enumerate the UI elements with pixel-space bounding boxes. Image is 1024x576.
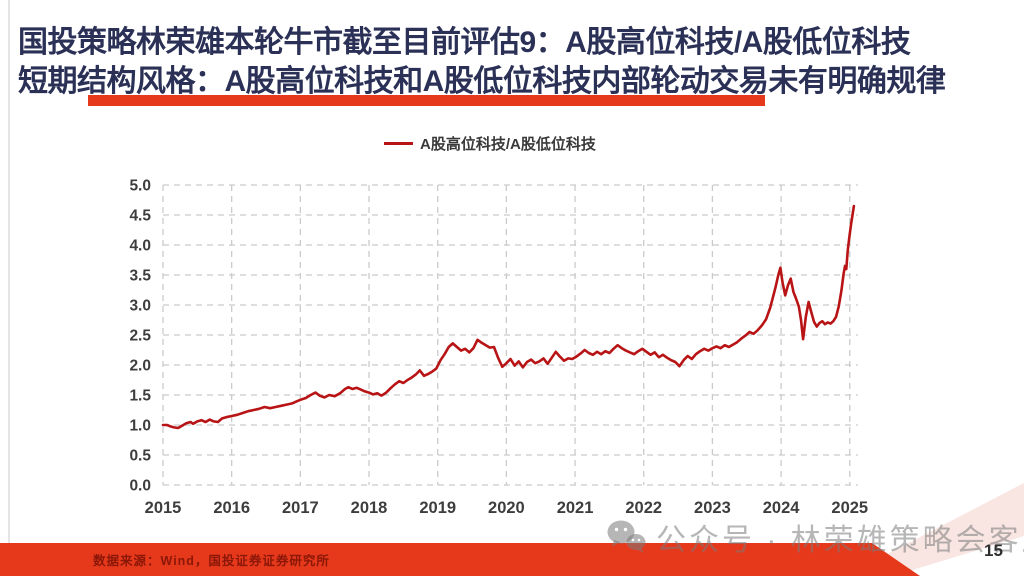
y-tick-label: 2.0 <box>129 357 151 374</box>
y-tick-label: 4.5 <box>129 207 151 224</box>
page-number: 15 <box>984 541 1003 560</box>
data-source-note: 数据来源：Wind，国投证券证券研究所 <box>93 554 330 568</box>
x-tick-label: 2021 <box>557 499 594 517</box>
title-underline-bar <box>88 95 765 106</box>
x-tick-label: 2019 <box>419 499 456 517</box>
y-tick-label: 3.0 <box>129 297 151 314</box>
x-tick-label: 2015 <box>145 499 182 517</box>
footer-red-bar <box>0 543 920 576</box>
slide-title-line2: 短期结构风格：A股高位科技和A股低位科技内部轮动交易未有明确规律 <box>18 65 946 98</box>
legend-label: A股高位科技/A股低位科技 <box>420 135 596 153</box>
watermark: 公众号 · 林荣雄策略会客厅 <box>606 515 1024 559</box>
wechat-icon <box>607 520 646 553</box>
y-tick-label: 2.5 <box>129 327 151 344</box>
x-tick-label: 2020 <box>488 499 525 517</box>
slide-left-border <box>8 0 10 543</box>
y-tick-label: 0.0 <box>129 477 151 494</box>
ratio-series-line <box>161 204 856 430</box>
y-tick-label: 5.0 <box>129 177 151 194</box>
y-tick-label: 4.0 <box>129 237 151 254</box>
y-tick-label: 3.5 <box>129 267 151 284</box>
x-tick-label: 2023 <box>694 499 731 517</box>
x-tick-label: 2018 <box>351 499 388 517</box>
legend-line-swatch <box>384 141 413 145</box>
watermark-text: 公众号 · 林荣雄策略会客厅 <box>656 524 1024 557</box>
y-tick-label: 0.5 <box>129 447 151 464</box>
x-tick-label: 2022 <box>625 499 662 517</box>
chart-legend: A股高位科技/A股低位科技 <box>384 134 596 153</box>
y-tick-label: 1.0 <box>129 417 151 434</box>
slide-title-line1: 国投策略林荣雄本轮牛市截至目前评估9：A股高位科技/A股低位科技 <box>18 26 911 59</box>
x-tick-label: 2017 <box>282 499 319 517</box>
y-tick-label: 1.5 <box>129 387 151 404</box>
x-tick-label: 2024 <box>763 499 801 517</box>
x-tick-label: 2016 <box>213 499 250 517</box>
